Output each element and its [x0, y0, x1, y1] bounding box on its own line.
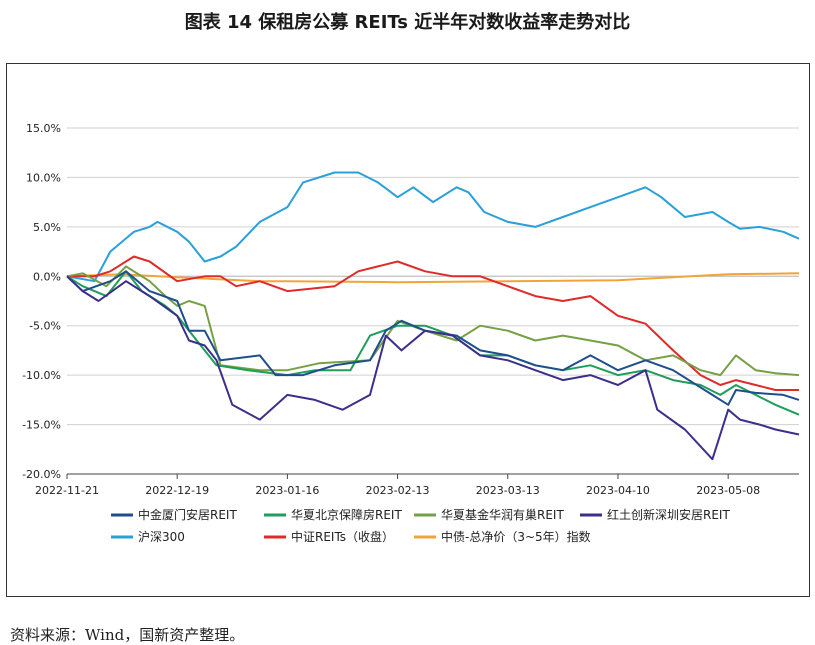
x-tick-label: 2023-03-13	[476, 484, 540, 497]
series-line-5	[67, 255, 799, 391]
legend-label: 华夏北京保障房REIT	[291, 507, 402, 522]
series-line-4	[66, 171, 800, 283]
chart-frame: -20.0% -15.0% -10.0% -5.0% 0.0% 5.0% 10.0% 15.0…	[6, 63, 810, 597]
legend-label: 中金厦门安居REIT	[138, 507, 237, 522]
y-tick-label: -15.0%	[22, 419, 61, 432]
x-tick-label: 2023-04-10	[586, 484, 650, 497]
legend-label: 沪深300	[138, 530, 185, 544]
x-tick-label: 2023-05-08	[696, 484, 760, 497]
y-tick-label: 5.0%	[33, 221, 61, 234]
series-line-3	[66, 275, 800, 461]
y-tick-label: -10.0%	[22, 369, 61, 382]
y-tick-label: 0.0%	[33, 270, 61, 283]
x-tick-label: 2022-11-21	[35, 484, 99, 497]
x-tick-label: 2023-01-16	[255, 484, 319, 497]
y-tick-label: 15.0%	[26, 122, 61, 135]
x-tick-label: 2022-12-19	[145, 484, 209, 497]
x-tick-label: 2023-02-13	[366, 484, 430, 497]
source-note: 资料来源：Wind，国新资产整理。	[10, 626, 245, 644]
line-chart: -20.0% -15.0% -10.0% -5.0% 0.0% 5.0% 10.0% 15.0…	[22, 122, 800, 544]
y-tick-label: 10.0%	[26, 171, 61, 184]
legend-label: 红土创新深圳安居REIT	[607, 507, 730, 522]
series-line-1	[66, 270, 800, 416]
chart-title: 图表 14 保租房公募 REITs 近半年对数收益率走势对比	[184, 12, 631, 33]
y-tick-label: -20.0%	[22, 468, 61, 481]
legend-label: 中证REITs（收盘）	[291, 529, 394, 544]
y-tick-label: -5.0%	[29, 320, 61, 333]
legend-label: 华夏基金华润有巢REIT	[441, 507, 564, 522]
series-line-0	[66, 270, 800, 406]
legend-label: 中债-总净价（3~5年）指数	[441, 529, 591, 544]
